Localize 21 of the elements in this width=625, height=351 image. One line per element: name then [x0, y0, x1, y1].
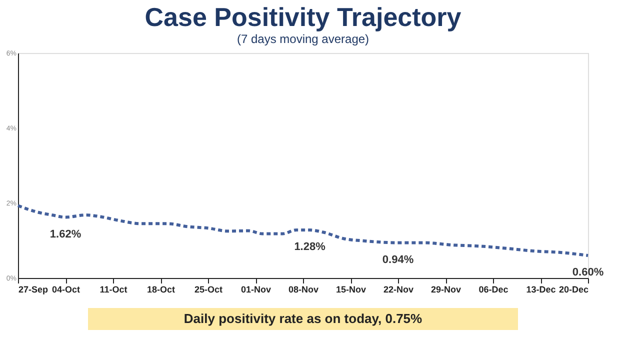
x-tick-label: 22-Nov [383, 284, 414, 294]
x-tick-label: 11-Oct [100, 284, 128, 294]
x-tick-label: 13-Dec [526, 284, 556, 294]
data-label: 1.62% [50, 228, 82, 240]
text: Daily positivity rate as on today, 0.75% [184, 311, 423, 326]
x-tick-label: 29-Nov [430, 284, 462, 294]
line-series [16, 204, 590, 257]
x-tick-label: 20-Dec [558, 284, 588, 294]
x-tick-label: 27-Sep [18, 284, 49, 294]
x-tick-label: 06-Dec [478, 284, 508, 294]
chart-title: Case Positivity Trajectory [144, 2, 462, 32]
x-tick-label: 04-Oct [52, 284, 80, 294]
x-tick-label: 01-Nov [240, 284, 272, 294]
data-label: 1.28% [294, 241, 326, 253]
chart-subtitle: (7 days moving average) [236, 32, 370, 46]
data-label: 0.94% [382, 254, 414, 266]
x-tick-label: 18-Oct [146, 284, 176, 294]
x-tick-label: 15-Nov [336, 284, 366, 294]
data-label: 0.60% [572, 266, 604, 278]
x-tick-label: 08-Nov [288, 284, 319, 294]
x-tick-label: 25-Oct [194, 284, 223, 294]
